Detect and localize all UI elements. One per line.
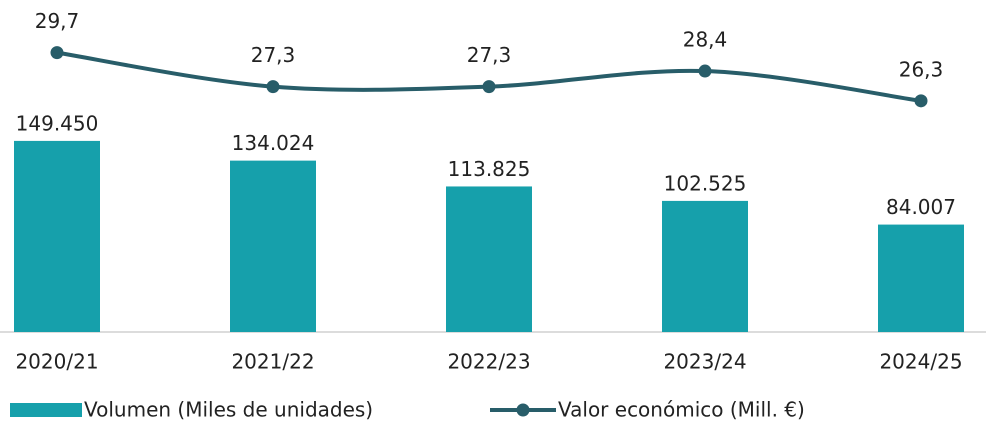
data-label: 102.525 xyxy=(664,171,747,195)
bar xyxy=(662,200,748,332)
data-label: 29,7 xyxy=(35,9,80,33)
data-label: 27,3 xyxy=(251,43,296,67)
x-tick-label: 2024/25 xyxy=(879,350,962,374)
data-label: 27,3 xyxy=(467,43,512,67)
legend-marker xyxy=(516,403,530,417)
bar xyxy=(14,140,100,332)
line-marker xyxy=(914,94,928,108)
x-tick-label: 2020/21 xyxy=(15,350,98,374)
line-marker xyxy=(50,46,64,60)
data-label: 113.825 xyxy=(448,157,531,181)
line-marker xyxy=(698,64,712,78)
x-tick-label: 2023/24 xyxy=(663,350,746,374)
bar xyxy=(230,160,316,332)
line-marker xyxy=(482,80,496,94)
legend-swatch xyxy=(10,403,82,417)
x-tick-label: 2022/23 xyxy=(447,350,530,374)
data-label: 26,3 xyxy=(899,57,944,81)
bar xyxy=(878,224,964,332)
legend-label: Valor económico (Mill. €) xyxy=(558,398,805,422)
data-label: 28,4 xyxy=(683,28,728,52)
data-label: 84.007 xyxy=(886,195,956,219)
bar xyxy=(446,186,532,332)
x-tick-label: 2021/22 xyxy=(231,350,314,374)
data-label: 149.450 xyxy=(16,111,99,135)
data-label: 134.024 xyxy=(232,131,315,155)
legend-label: Volumen (Miles de unidades) xyxy=(84,398,373,422)
line-marker xyxy=(266,80,280,94)
